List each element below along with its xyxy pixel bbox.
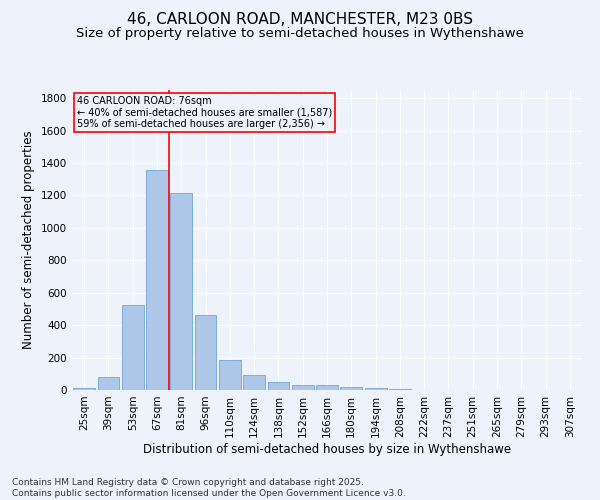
Text: Size of property relative to semi-detached houses in Wythenshawe: Size of property relative to semi-detach… xyxy=(76,28,524,40)
Text: 46 CARLOON ROAD: 76sqm
← 40% of semi-detached houses are smaller (1,587)
59% of : 46 CARLOON ROAD: 76sqm ← 40% of semi-det… xyxy=(77,96,332,129)
Bar xyxy=(243,376,265,390)
Text: Contains HM Land Registry data © Crown copyright and database right 2025.
Contai: Contains HM Land Registry data © Crown c… xyxy=(12,478,406,498)
Bar xyxy=(389,389,411,390)
Bar xyxy=(170,193,192,390)
Bar xyxy=(268,382,289,390)
Bar xyxy=(219,360,241,390)
Bar xyxy=(316,385,338,390)
Text: 46, CARLOON ROAD, MANCHESTER, M23 0BS: 46, CARLOON ROAD, MANCHESTER, M23 0BS xyxy=(127,12,473,28)
Bar xyxy=(194,314,217,390)
Bar xyxy=(340,387,362,390)
Bar xyxy=(97,377,119,390)
Bar xyxy=(146,170,168,390)
Bar xyxy=(73,388,95,390)
Bar xyxy=(292,385,314,390)
Bar xyxy=(122,305,143,390)
Bar xyxy=(365,388,386,390)
Y-axis label: Number of semi-detached properties: Number of semi-detached properties xyxy=(22,130,35,350)
X-axis label: Distribution of semi-detached houses by size in Wythenshawe: Distribution of semi-detached houses by … xyxy=(143,442,511,456)
